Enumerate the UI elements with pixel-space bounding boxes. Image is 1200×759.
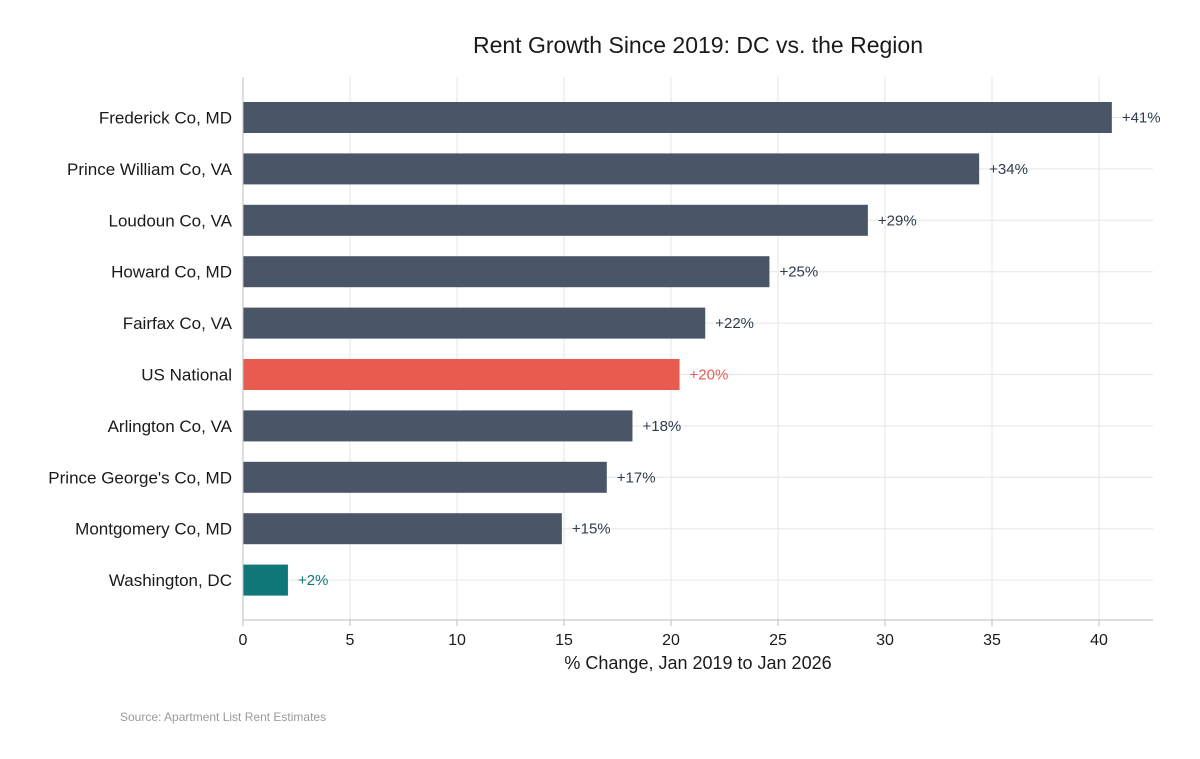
data-label: +18%: [642, 418, 681, 435]
x-tick-label: 30: [876, 632, 894, 649]
chart-title: Rent Growth Since 2019: DC vs. the Regio…: [473, 32, 923, 58]
source-note: Source: Apartment List Rent Estimates: [120, 710, 326, 724]
x-tick-label: 25: [769, 632, 787, 649]
category-labels: Frederick Co, MD Prince William Co, VA Lou…: [48, 109, 232, 591]
bar: [243, 307, 706, 339]
x-axis-label: % Change, Jan 2019 to Jan 2026: [564, 653, 831, 673]
bar: [243, 461, 607, 493]
category-label: Loudoun Co, VA: [109, 211, 233, 230]
category-label: US National: [141, 366, 232, 385]
bars: [243, 102, 1112, 596]
x-axis-ticks: 0 5 10 15 20 25 30 35 40: [239, 620, 1108, 649]
category-label: Arlington Co, VA: [108, 417, 233, 436]
category-label: Fairfax Co, VA: [123, 314, 233, 333]
data-label: +25%: [779, 264, 818, 281]
data-label: +34%: [989, 161, 1028, 178]
category-label: Prince William Co, VA: [67, 160, 233, 179]
x-tick-label: 5: [346, 632, 355, 649]
category-label: Montgomery Co, MD: [75, 520, 232, 539]
data-label: +17%: [617, 469, 656, 486]
category-label: Washington, DC: [109, 571, 232, 590]
data-label: +22%: [715, 315, 754, 332]
bar: [243, 256, 770, 288]
bar: [243, 102, 1112, 133]
bar: [243, 153, 980, 185]
bar: [243, 513, 562, 545]
x-tick-label: 40: [1090, 632, 1108, 649]
data-label: +29%: [878, 212, 917, 229]
x-tick-label: 0: [239, 632, 248, 649]
data-label: +20%: [690, 367, 729, 384]
category-label: Howard Co, MD: [111, 263, 232, 282]
data-label: +41%: [1122, 110, 1161, 127]
data-labels: +41% +34% +29% +25% +22% +20% +18% +17% +15% +2%: [298, 110, 1161, 590]
data-label: +15%: [572, 521, 611, 538]
bar: [243, 359, 680, 390]
category-label: Prince George's Co, MD: [48, 468, 232, 487]
bar: [243, 564, 288, 596]
bar: [243, 204, 868, 236]
x-tick-label: 35: [983, 632, 1001, 649]
x-tick-label: 20: [662, 632, 680, 649]
x-tick-label: 10: [448, 632, 466, 649]
category-label: Frederick Co, MD: [99, 109, 232, 128]
x-tick-label: 15: [555, 632, 573, 649]
data-label: +2%: [298, 572, 328, 589]
bar: [243, 410, 633, 442]
